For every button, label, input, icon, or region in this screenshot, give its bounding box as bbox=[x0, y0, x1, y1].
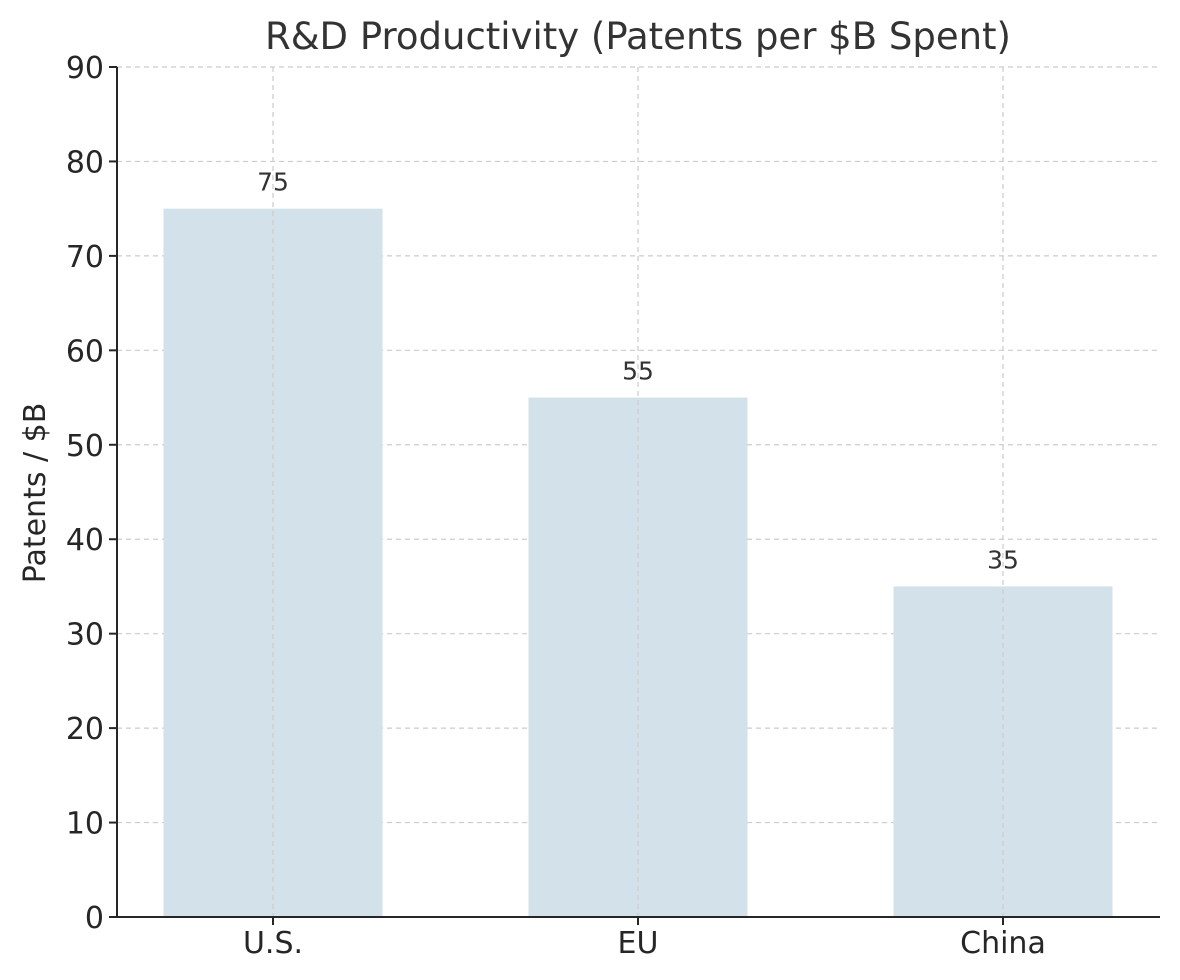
bar-value-label: 35 bbox=[987, 545, 1019, 574]
vertical-grid-lines bbox=[272, 67, 1004, 917]
y-tick-label: 0 bbox=[85, 901, 104, 936]
x-tick-label: EU bbox=[618, 926, 659, 961]
chart-title: R&D Productivity (Patents per $B Spent) bbox=[265, 15, 1011, 58]
y-tick-label: 80 bbox=[66, 145, 104, 180]
labels: 0 10 20 30 40 50 60 70 80 90 75 55 35 U.S. EU China bbox=[66, 51, 1046, 961]
bar-value-label: 55 bbox=[622, 357, 654, 386]
x-tick-label: U.S. bbox=[243, 926, 303, 961]
y-tick-label: 90 bbox=[66, 51, 104, 86]
y-tick-label: 70 bbox=[66, 240, 104, 275]
x-tick-label: China bbox=[960, 926, 1046, 961]
y-tick-label: 30 bbox=[66, 618, 104, 653]
y-tick-label: 10 bbox=[66, 807, 104, 842]
y-tick-label: 60 bbox=[66, 334, 104, 369]
y-tick-label: 50 bbox=[66, 429, 104, 464]
y-axis-label: Patents / $B bbox=[18, 403, 53, 584]
y-tick-label: 20 bbox=[66, 712, 104, 747]
bar-value-label: 75 bbox=[257, 168, 289, 197]
y-tick-label: 40 bbox=[66, 523, 104, 558]
axes bbox=[109, 66, 1160, 925]
